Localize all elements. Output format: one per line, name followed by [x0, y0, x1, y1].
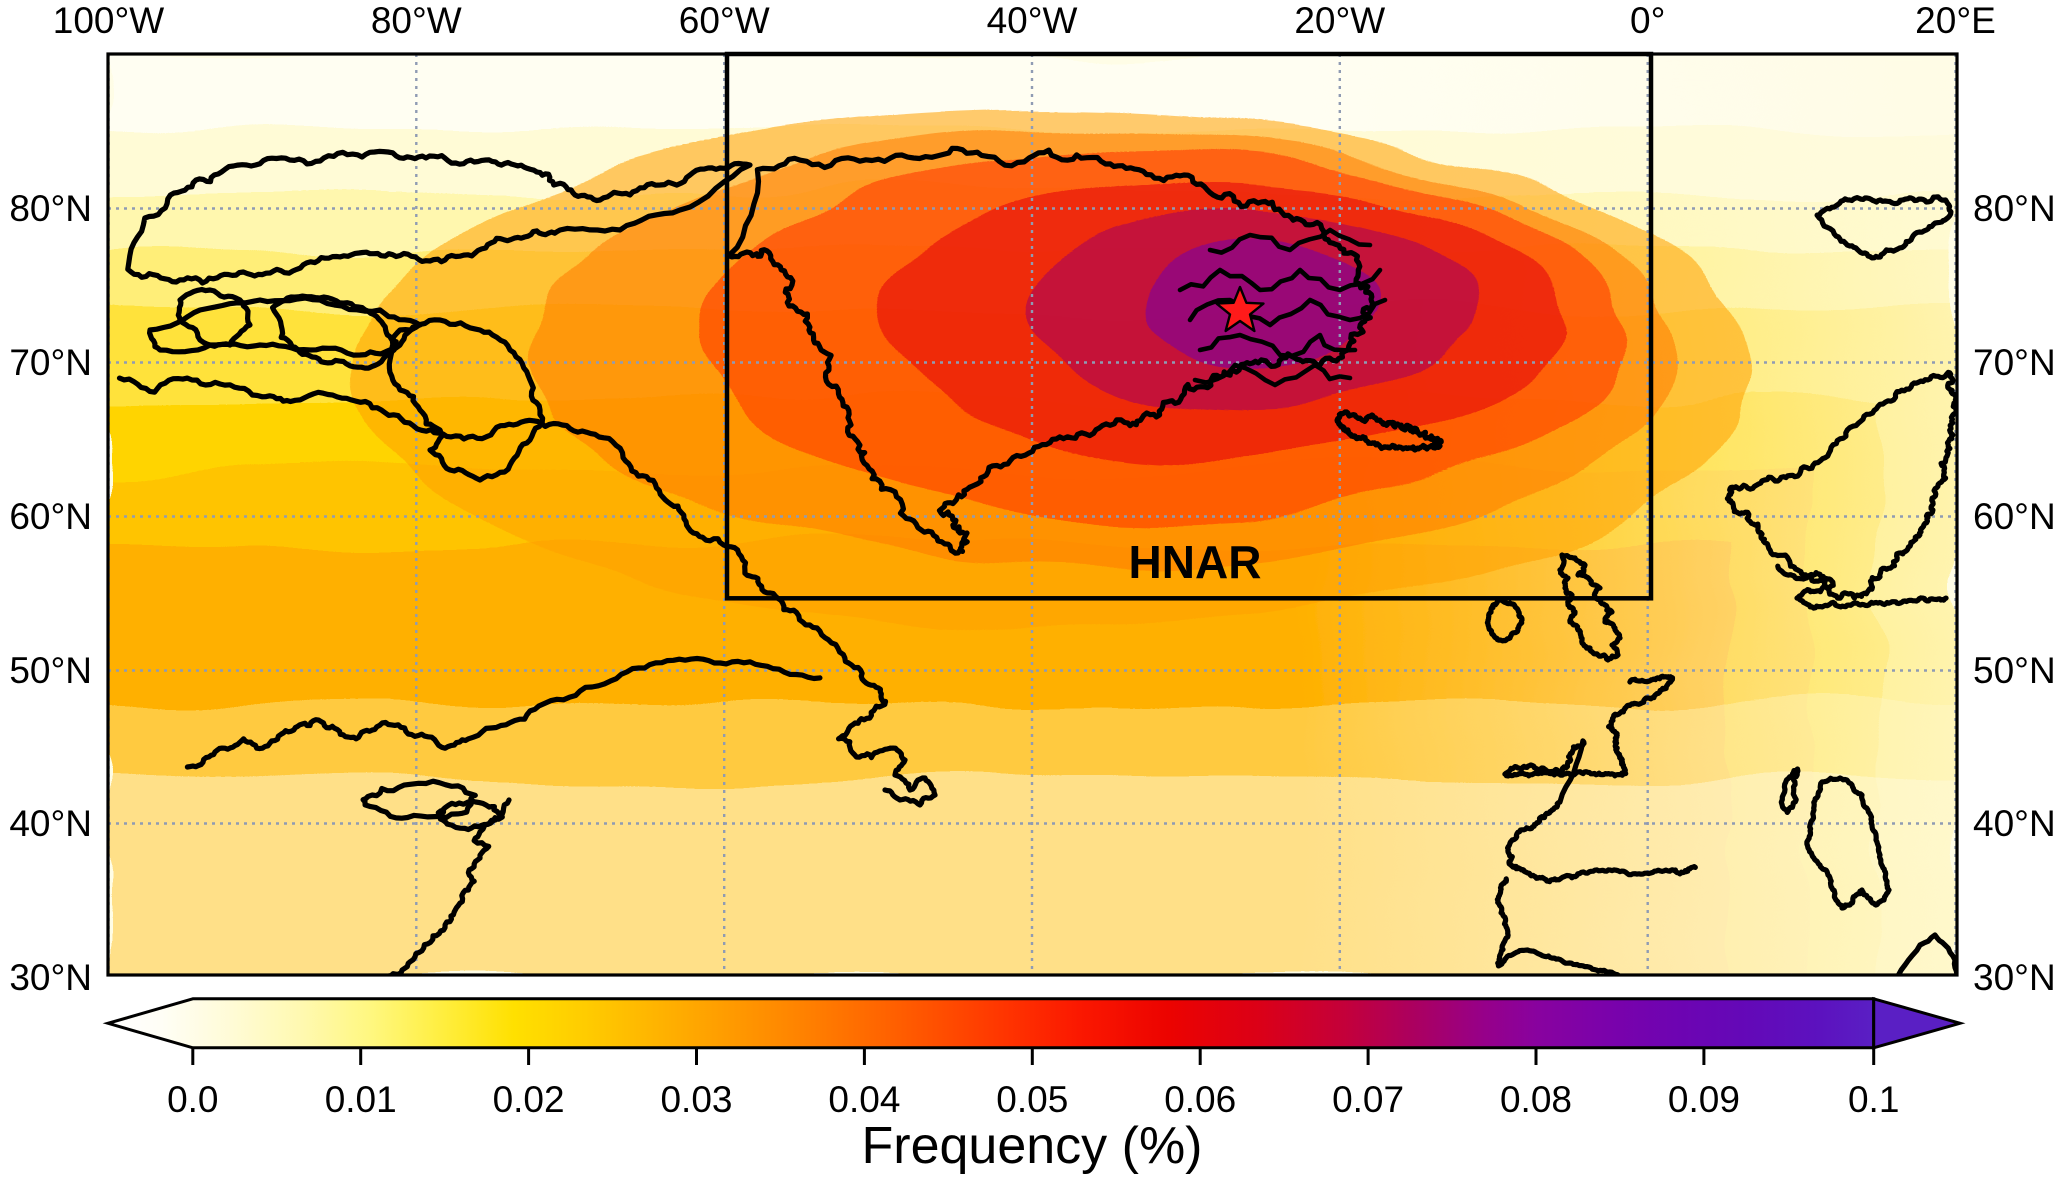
svg-text:20°W: 20°W	[1294, 0, 1385, 41]
svg-text:0.04: 0.04	[828, 1079, 900, 1120]
svg-text:0.07: 0.07	[1332, 1079, 1404, 1120]
svg-text:100°W: 100°W	[53, 0, 165, 41]
svg-text:70°N: 70°N	[1973, 342, 2056, 383]
svg-text:0.02: 0.02	[493, 1079, 565, 1120]
svg-text:30°N: 30°N	[9, 957, 92, 998]
svg-text:0.0: 0.0	[167, 1079, 218, 1120]
svg-text:0.01: 0.01	[325, 1079, 397, 1120]
svg-text:80°W: 80°W	[371, 0, 462, 41]
svg-text:30°N: 30°N	[1973, 957, 2056, 998]
svg-text:HNAR: HNAR	[1129, 536, 1262, 588]
svg-text:40°N: 40°N	[9, 803, 92, 844]
svg-text:60°W: 60°W	[679, 0, 770, 41]
svg-text:60°N: 60°N	[1973, 496, 2056, 537]
svg-text:70°N: 70°N	[9, 342, 92, 383]
svg-text:80°N: 80°N	[9, 188, 92, 229]
svg-text:0.08: 0.08	[1500, 1079, 1572, 1120]
svg-text:50°N: 50°N	[9, 650, 92, 691]
svg-text:0.06: 0.06	[1164, 1079, 1236, 1120]
svg-text:50°N: 50°N	[1973, 650, 2056, 691]
svg-text:40°N: 40°N	[1973, 803, 2056, 844]
svg-text:Frequency (%): Frequency (%)	[862, 1117, 1203, 1174]
svg-text:0.03: 0.03	[660, 1079, 732, 1120]
svg-text:80°N: 80°N	[1973, 188, 2056, 229]
svg-text:0.09: 0.09	[1668, 1079, 1740, 1120]
svg-text:0°: 0°	[1630, 0, 1665, 41]
svg-text:20°E: 20°E	[1915, 0, 1996, 41]
svg-text:40°W: 40°W	[987, 0, 1078, 41]
svg-text:0.05: 0.05	[996, 1079, 1068, 1120]
svg-text:60°N: 60°N	[9, 496, 92, 537]
svg-text:0.1: 0.1	[1848, 1079, 1899, 1120]
